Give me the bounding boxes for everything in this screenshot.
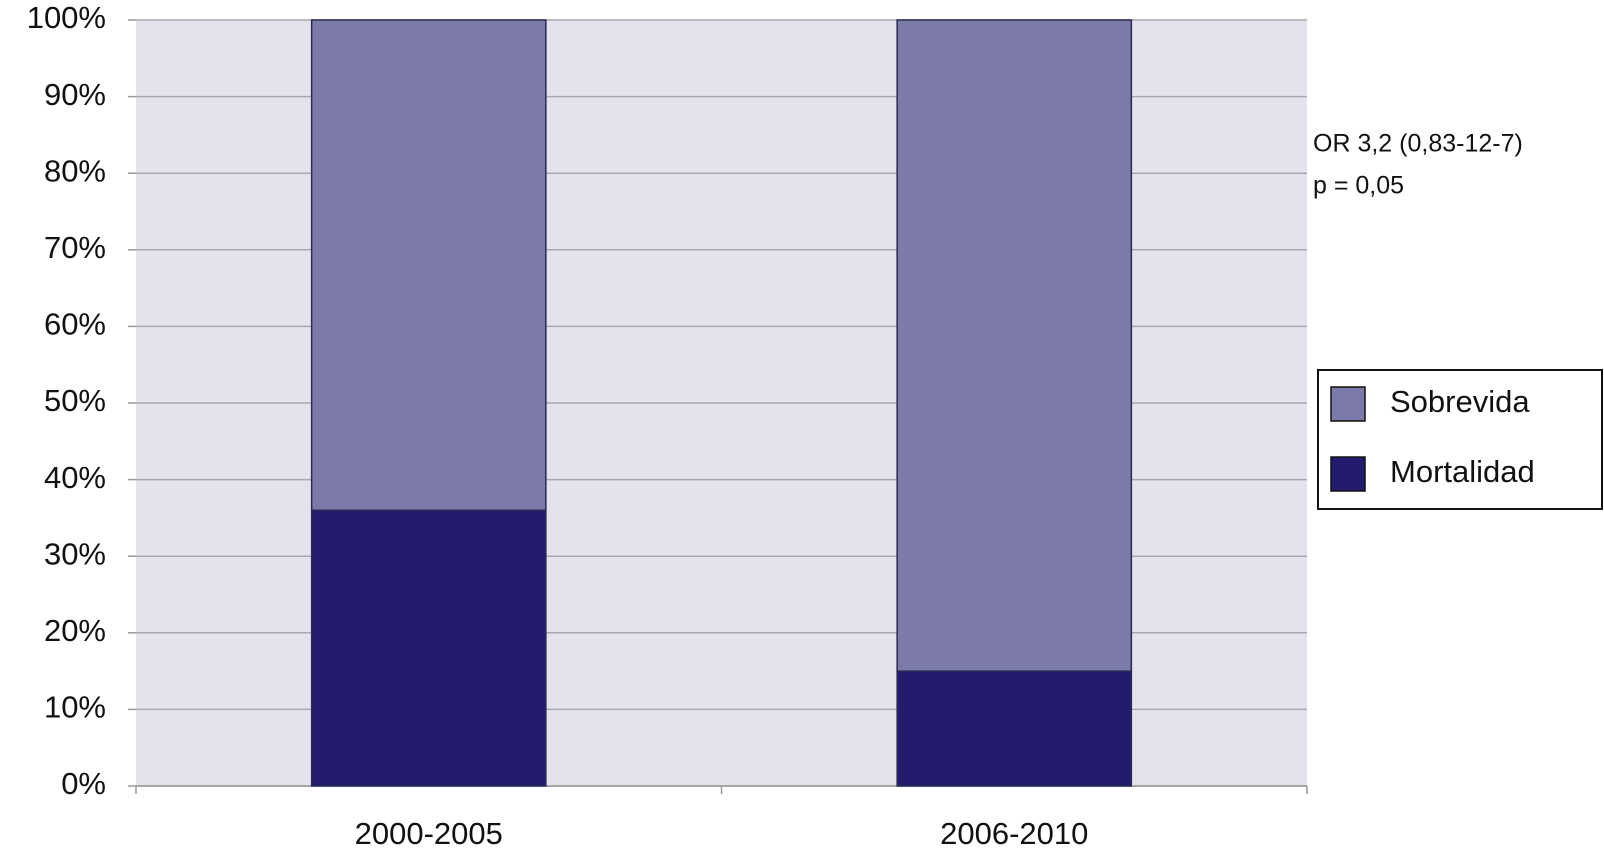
y-tick-label: 50% [44,383,106,418]
y-tick-label: 100% [27,0,106,35]
y-tick-label: 20% [44,613,106,648]
legend-swatch [1330,456,1366,492]
y-tick-label: 70% [44,230,106,265]
y-tick-label: 30% [44,536,106,571]
annotation: p = 0,05 [1313,172,1404,200]
y-tick-label: 90% [44,77,106,112]
bar-segment [896,670,1133,787]
y-tick-label: 80% [44,153,106,188]
legend-label: Sobrevida [1390,384,1530,419]
bar-segment [310,19,547,511]
legend-swatch [1330,386,1366,422]
annotation: OR 3,2 (0,83-12-7) [1313,130,1523,158]
x-tick-label: 2006-2010 [940,816,1088,851]
legend-label: Mortalidad [1390,454,1535,489]
y-tick-label: 40% [44,460,106,495]
bar-segment [896,19,1133,672]
x-tick-label: 2000-2005 [355,816,503,851]
y-tick-label: 60% [44,307,106,342]
bar-segment [310,509,547,787]
y-tick-label: 10% [44,690,106,725]
y-tick-label: 0% [61,766,106,801]
